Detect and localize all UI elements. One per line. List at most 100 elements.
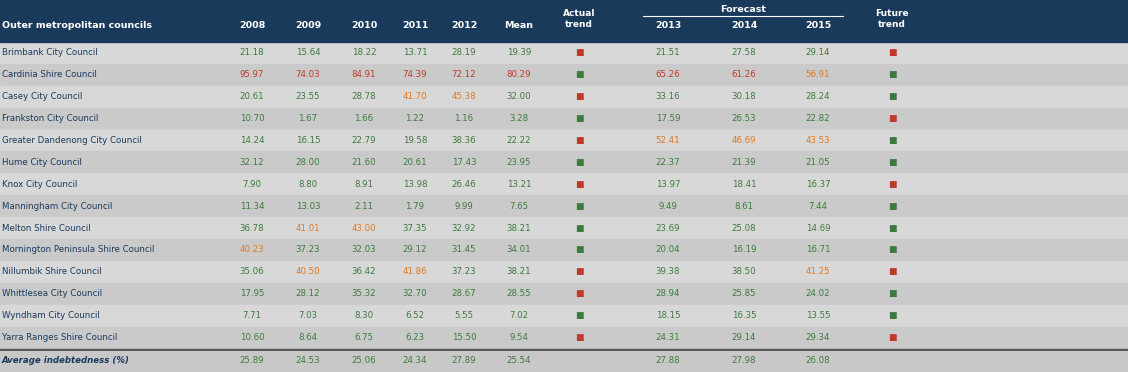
Text: 38.50: 38.50 xyxy=(732,267,756,276)
Text: 28.12: 28.12 xyxy=(296,289,320,298)
Text: ■: ■ xyxy=(575,333,583,342)
Text: Melton Shire Council: Melton Shire Council xyxy=(2,224,90,232)
Text: 32.00: 32.00 xyxy=(506,92,531,101)
Text: 37.23: 37.23 xyxy=(451,267,476,276)
Text: 7.90: 7.90 xyxy=(243,180,262,189)
Text: 13.97: 13.97 xyxy=(655,180,680,189)
Text: ■: ■ xyxy=(575,48,583,57)
Text: 84.91: 84.91 xyxy=(352,70,377,79)
Text: 13.03: 13.03 xyxy=(296,202,320,211)
Text: 26.08: 26.08 xyxy=(805,356,830,365)
Bar xyxy=(0,239,1128,261)
Text: ■: ■ xyxy=(888,48,897,57)
Text: 18.22: 18.22 xyxy=(352,48,377,57)
Text: 32.92: 32.92 xyxy=(451,224,476,232)
Text: 6.75: 6.75 xyxy=(354,333,373,342)
Text: 27.89: 27.89 xyxy=(451,356,476,365)
Text: 18.15: 18.15 xyxy=(655,311,680,320)
Text: Yarra Ranges Shire Council: Yarra Ranges Shire Council xyxy=(2,333,117,342)
Text: 5.55: 5.55 xyxy=(455,311,474,320)
Text: 38.21: 38.21 xyxy=(506,267,531,276)
Text: 11.34: 11.34 xyxy=(239,202,264,211)
Text: Knox City Council: Knox City Council xyxy=(2,180,78,189)
Text: 28.55: 28.55 xyxy=(506,289,531,298)
Bar xyxy=(0,283,1128,305)
Text: Future
trend: Future trend xyxy=(875,9,909,29)
Text: ■: ■ xyxy=(888,202,897,211)
Text: 28.19: 28.19 xyxy=(451,48,476,57)
Text: Mean: Mean xyxy=(504,22,534,31)
Text: 27.98: 27.98 xyxy=(732,356,756,365)
Text: 41.01: 41.01 xyxy=(296,224,320,232)
Text: 40.50: 40.50 xyxy=(296,267,320,276)
Text: 32.70: 32.70 xyxy=(403,289,428,298)
Text: 19.39: 19.39 xyxy=(506,48,531,57)
Text: ■: ■ xyxy=(888,224,897,232)
Text: 9.49: 9.49 xyxy=(659,202,678,211)
Bar xyxy=(0,261,1128,283)
Text: 8.80: 8.80 xyxy=(299,180,318,189)
Text: 31.45: 31.45 xyxy=(451,246,476,254)
Text: 43.00: 43.00 xyxy=(352,224,377,232)
Text: 17.95: 17.95 xyxy=(240,289,264,298)
Text: 65.26: 65.26 xyxy=(655,70,680,79)
Text: 16.37: 16.37 xyxy=(805,180,830,189)
Text: 1.16: 1.16 xyxy=(455,114,474,123)
Text: 2013: 2013 xyxy=(655,22,681,31)
Bar xyxy=(0,129,1128,151)
Text: Brimbank City Council: Brimbank City Council xyxy=(2,48,98,57)
Text: 24.02: 24.02 xyxy=(805,289,830,298)
Text: 52.41: 52.41 xyxy=(655,136,680,145)
Text: 9.99: 9.99 xyxy=(455,202,474,211)
Text: 10.60: 10.60 xyxy=(239,333,264,342)
Text: ■: ■ xyxy=(575,158,583,167)
Text: 2010: 2010 xyxy=(351,22,377,31)
Text: ■: ■ xyxy=(888,136,897,145)
Text: 18.41: 18.41 xyxy=(732,180,756,189)
Text: 17.59: 17.59 xyxy=(655,114,680,123)
Text: Wyndham City Council: Wyndham City Council xyxy=(2,311,99,320)
Text: 28.78: 28.78 xyxy=(352,92,377,101)
Text: 2008: 2008 xyxy=(239,22,265,31)
Text: 26.46: 26.46 xyxy=(451,180,476,189)
Text: 41.70: 41.70 xyxy=(403,92,428,101)
Text: ■: ■ xyxy=(575,92,583,101)
Text: Outer metropolitan councils: Outer metropolitan councils xyxy=(2,22,152,31)
Text: ■: ■ xyxy=(575,224,583,232)
Text: Mornington Peninsula Shire Council: Mornington Peninsula Shire Council xyxy=(2,246,155,254)
Text: Casey City Council: Casey City Council xyxy=(2,92,82,101)
Text: 29.14: 29.14 xyxy=(732,333,756,342)
Bar xyxy=(0,108,1128,129)
Text: Forecast: Forecast xyxy=(720,5,766,14)
Text: ■: ■ xyxy=(575,246,583,254)
Text: 22.22: 22.22 xyxy=(506,136,531,145)
Text: 15.50: 15.50 xyxy=(451,333,476,342)
Text: 1.67: 1.67 xyxy=(299,114,318,123)
Text: 2012: 2012 xyxy=(451,22,477,31)
Text: 1.79: 1.79 xyxy=(405,202,424,211)
Text: 39.38: 39.38 xyxy=(655,267,680,276)
Text: 7.44: 7.44 xyxy=(809,202,828,211)
Text: 25.06: 25.06 xyxy=(352,356,377,365)
Text: 13.71: 13.71 xyxy=(403,48,428,57)
Text: 74.03: 74.03 xyxy=(296,70,320,79)
Text: ■: ■ xyxy=(575,114,583,123)
Text: 13.21: 13.21 xyxy=(506,180,531,189)
Text: ■: ■ xyxy=(888,114,897,123)
Text: 16.15: 16.15 xyxy=(296,136,320,145)
Text: Frankston City Council: Frankston City Council xyxy=(2,114,98,123)
Text: 34.01: 34.01 xyxy=(506,246,531,254)
Text: 25.08: 25.08 xyxy=(732,224,756,232)
Text: Manningham City Council: Manningham City Council xyxy=(2,202,113,211)
Bar xyxy=(0,86,1128,108)
Text: 36.42: 36.42 xyxy=(352,267,377,276)
Text: 2014: 2014 xyxy=(731,22,757,31)
Text: 35.06: 35.06 xyxy=(239,267,264,276)
Text: 26.53: 26.53 xyxy=(732,114,756,123)
Text: 3.28: 3.28 xyxy=(510,114,529,123)
Text: 29.14: 29.14 xyxy=(805,48,830,57)
Text: 21.18: 21.18 xyxy=(239,48,264,57)
Bar xyxy=(0,151,1128,173)
Text: 32.12: 32.12 xyxy=(239,158,264,167)
Text: 38.21: 38.21 xyxy=(506,224,531,232)
